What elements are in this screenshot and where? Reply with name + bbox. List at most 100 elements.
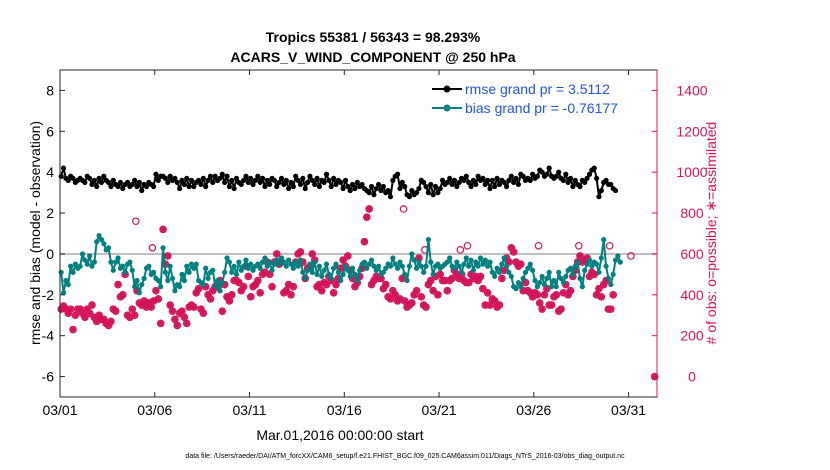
obs-assimilated-point bbox=[510, 248, 518, 256]
bias-point bbox=[390, 255, 396, 261]
y-left-tick-label: 6 bbox=[46, 123, 54, 139]
rmse-point bbox=[567, 175, 574, 181]
bias-point bbox=[579, 284, 585, 290]
obs-assimilated-point bbox=[83, 305, 91, 313]
rmse-point bbox=[120, 185, 126, 192]
rmse-point bbox=[98, 179, 105, 186]
bias-point bbox=[371, 263, 377, 269]
obs-assimilated-point bbox=[190, 303, 198, 311]
bias-point bbox=[357, 267, 363, 273]
obs-assimilated-point bbox=[166, 301, 174, 309]
obs-assimilated-point bbox=[168, 307, 177, 315]
bias-point bbox=[482, 257, 488, 263]
obs-assimilated-point bbox=[322, 280, 331, 289]
y-right-tick-label: 200 bbox=[680, 328, 704, 344]
rmse-point bbox=[572, 177, 578, 183]
obs-assimilated-point bbox=[344, 252, 352, 260]
bias-point bbox=[132, 284, 138, 290]
rmse-point bbox=[224, 173, 230, 179]
rmse-point bbox=[132, 177, 138, 183]
bias-point bbox=[492, 273, 498, 280]
bias-point bbox=[323, 261, 330, 267]
bias-point bbox=[470, 267, 476, 273]
chart-title-line2: ACARS_V_WIND_COMPONENT @ 250 hPa bbox=[230, 49, 515, 65]
obs-assimilated-point bbox=[412, 287, 421, 295]
obs-assimilated-point bbox=[408, 299, 416, 307]
rmse-point bbox=[108, 183, 114, 190]
bias-point bbox=[397, 259, 403, 265]
bias-point bbox=[544, 275, 550, 282]
rmse-point bbox=[241, 177, 247, 183]
obs-assimilated-point bbox=[486, 301, 494, 309]
bias-point bbox=[499, 261, 505, 267]
rmse-point bbox=[544, 171, 550, 177]
rmse-point bbox=[506, 177, 512, 183]
x-tick-label: 03/11 bbox=[233, 402, 267, 418]
bias-point bbox=[89, 263, 95, 269]
obs-assimilated-point bbox=[427, 276, 435, 285]
obs-assimilated-point bbox=[159, 225, 167, 234]
rmse-point bbox=[563, 171, 569, 177]
rmse-point bbox=[191, 183, 197, 190]
rmse-point bbox=[205, 177, 211, 183]
obs-assimilated-point bbox=[62, 305, 70, 313]
rmse-point bbox=[598, 187, 604, 194]
x-tick-label: 03/31 bbox=[611, 402, 646, 418]
obs-possible-point bbox=[399, 205, 408, 213]
obs-assimilated-point bbox=[434, 291, 442, 299]
obs-assimilated-point bbox=[339, 256, 347, 264]
obs-assimilated-point bbox=[519, 287, 527, 295]
rmse-point bbox=[210, 179, 216, 186]
obs-assimilated-point bbox=[455, 274, 463, 283]
rmse-point bbox=[347, 187, 353, 194]
rmse-point bbox=[243, 173, 249, 179]
rmse-point bbox=[129, 181, 135, 188]
obs-assimilated-point bbox=[235, 278, 243, 287]
bias-point bbox=[262, 255, 268, 261]
rmse-point bbox=[281, 181, 287, 188]
rmse-point bbox=[181, 181, 187, 188]
obs-assimilated-point bbox=[521, 278, 530, 287]
rmse-point bbox=[65, 177, 71, 183]
rmse-point bbox=[267, 181, 273, 188]
obs-assimilated-point bbox=[348, 274, 357, 283]
rmse-point bbox=[229, 177, 235, 183]
bias-point bbox=[96, 232, 102, 239]
bias-point bbox=[406, 263, 413, 269]
obs-assimilated-point bbox=[285, 280, 293, 289]
obs-assimilated-point bbox=[474, 276, 482, 285]
legend-bias-label: bias grand pr = -0.76177 bbox=[465, 100, 618, 116]
bias-point bbox=[68, 263, 74, 269]
obs-assimilated-point bbox=[145, 299, 153, 307]
rmse-point bbox=[394, 171, 401, 177]
rmse-point bbox=[423, 183, 429, 190]
bias-point bbox=[331, 265, 337, 271]
rmse-point bbox=[91, 177, 97, 183]
bias-point bbox=[392, 261, 398, 267]
rmse-point bbox=[184, 175, 190, 181]
obs-assimilated-point bbox=[287, 291, 295, 299]
rmse-point bbox=[496, 181, 503, 188]
rmse-point bbox=[283, 177, 289, 183]
rmse-point bbox=[430, 192, 436, 198]
bias-point bbox=[219, 279, 225, 286]
bias-point bbox=[496, 269, 503, 275]
bias-point bbox=[205, 275, 211, 282]
obs-assimilated-point bbox=[247, 293, 255, 301]
bias-point bbox=[226, 259, 232, 265]
rmse-point bbox=[501, 179, 507, 186]
obs-assimilated-point bbox=[299, 258, 307, 266]
obs-assimilated-point bbox=[562, 280, 570, 289]
bias-point bbox=[110, 267, 116, 273]
bias-point bbox=[418, 263, 424, 269]
bias-point bbox=[77, 263, 83, 269]
bias-point bbox=[276, 261, 282, 267]
bias-point bbox=[169, 275, 176, 282]
bias-point bbox=[409, 251, 415, 257]
rmse-point bbox=[309, 177, 315, 183]
rmse-point bbox=[373, 185, 379, 192]
bias-point bbox=[489, 269, 495, 275]
obs-assimilated-point bbox=[396, 295, 404, 303]
bias-point bbox=[314, 271, 320, 277]
obs-assimilated-point bbox=[192, 289, 200, 297]
